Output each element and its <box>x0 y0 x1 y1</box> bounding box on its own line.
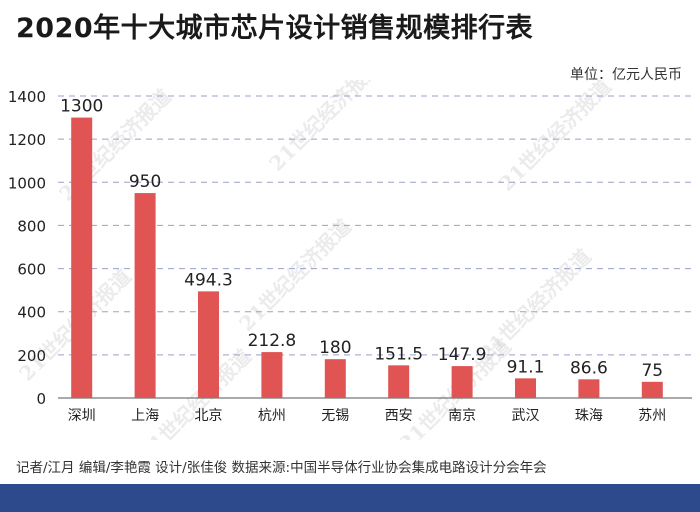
y-tick-label: 600 <box>17 261 46 279</box>
x-axis-labels: 深圳 上海 北京 杭州 无锡 西安 南京 武汉 珠海 苏州 <box>68 408 667 424</box>
x-category-label: 西安 <box>385 408 413 424</box>
x-category-label: 上海 <box>131 408 159 424</box>
bar <box>261 352 283 398</box>
value-label: 91.1 <box>507 357 545 377</box>
unit-label: 单位：亿元人民币 <box>570 67 682 83</box>
y-tick-label: 1400 <box>8 88 46 106</box>
x-category-label: 杭州 <box>258 408 286 424</box>
value-label: 494.3 <box>184 270 233 290</box>
x-category-label: 无锡 <box>321 408 349 424</box>
y-axis-ticks: 0 200 400 600 800 1000 1200 1400 <box>8 88 46 408</box>
x-category-label: 北京 <box>195 408 223 424</box>
bar <box>134 193 156 398</box>
value-label: 151.5 <box>374 344 423 364</box>
x-category-label: 武汉 <box>512 408 540 424</box>
bar <box>578 379 600 398</box>
value-label: 147.9 <box>438 345 487 365</box>
bar <box>641 381 663 398</box>
y-tick-label: 0 <box>36 390 46 408</box>
bar <box>324 359 346 398</box>
y-tick-label: 1000 <box>8 174 46 192</box>
y-tick-label: 200 <box>17 347 46 365</box>
x-category-label: 苏州 <box>638 408 666 424</box>
bar <box>451 366 473 398</box>
credits-and-source: 记者/江月 编辑/李艳霞 设计/张佳俊 数据来源:中国半导体行业协会集成电路设计… <box>16 460 547 476</box>
x-category-label: 深圳 <box>68 408 96 424</box>
bottom-bar <box>0 484 700 512</box>
bar <box>198 291 219 398</box>
y-tick-label: 1200 <box>8 131 46 149</box>
y-tick-label: 800 <box>17 217 46 235</box>
value-labels: 1300 950 494.3 212.8 180 151.5 147.9 91.1 86.6 75 <box>60 97 663 381</box>
value-label: 950 <box>129 172 161 192</box>
value-label: 86.6 <box>570 358 608 378</box>
watermark-text: 21世纪经济报道 <box>264 80 386 176</box>
value-label: 75 <box>641 361 663 381</box>
x-category-label: 南京 <box>448 408 476 424</box>
bar <box>515 378 536 398</box>
watermark-text: 21世纪经济报道 <box>234 214 356 336</box>
value-label: 1300 <box>60 97 103 117</box>
x-category-label: 珠海 <box>575 408 603 424</box>
chart-title: 2020年十大城市芯片设计销售规模排行表 <box>16 13 534 44</box>
y-tick-label: 400 <box>17 304 46 322</box>
bars <box>71 117 663 399</box>
bar <box>388 365 410 398</box>
watermark-text: 21世纪经济报道 <box>494 80 616 196</box>
value-label: 212.8 <box>248 331 297 351</box>
value-label: 180 <box>319 338 351 358</box>
bar <box>71 117 93 399</box>
